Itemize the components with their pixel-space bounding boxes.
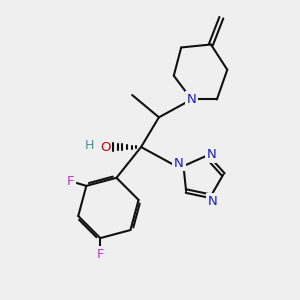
Text: F: F <box>67 175 74 188</box>
Text: N: N <box>187 93 196 106</box>
Text: N: N <box>207 195 217 208</box>
Text: N: N <box>174 157 184 169</box>
Text: H: H <box>84 139 94 152</box>
Text: O: O <box>100 140 111 154</box>
Text: F: F <box>97 248 104 261</box>
Text: N: N <box>207 148 217 161</box>
